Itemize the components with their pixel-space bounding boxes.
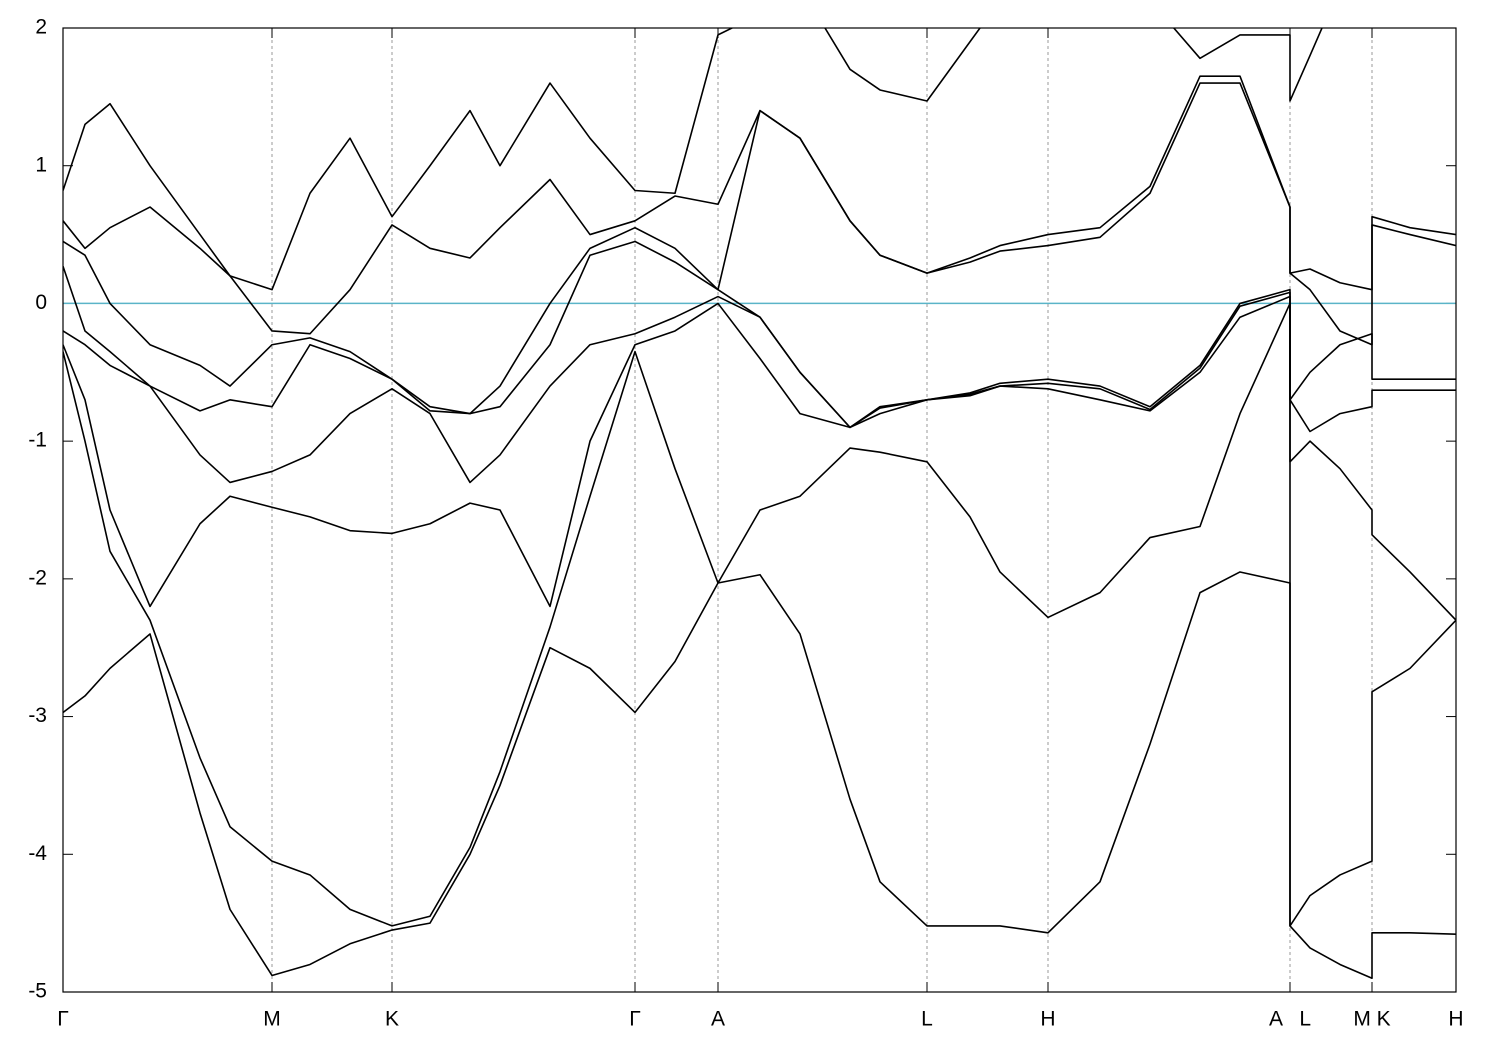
band-line <box>63 240 1456 429</box>
x-tick-label: M K <box>1353 1008 1390 1031</box>
x-tick-label: Γ <box>629 1008 641 1031</box>
plot-frame <box>62 27 1457 993</box>
x-tick-label: H <box>1448 1008 1463 1031</box>
x-tick-label: A <box>711 1008 725 1031</box>
y-tick-label: -3 <box>28 704 47 727</box>
x-tick-label: Γ <box>57 1008 69 1031</box>
y-tick-label: 0 <box>35 291 47 314</box>
band-line <box>63 302 1456 927</box>
y-tick-label: -2 <box>28 566 47 589</box>
band-line <box>63 75 1456 335</box>
x-tick-label: M <box>263 1008 281 1031</box>
y-tick-label: -4 <box>28 842 47 865</box>
x-tick-label: L <box>921 1008 933 1031</box>
y-tick-label: -5 <box>28 980 47 1003</box>
y-tick-label: -1 <box>28 429 47 452</box>
bands <box>63 28 1456 980</box>
x-tick-label: H <box>1040 1008 1055 1031</box>
x-tick-label: K <box>385 1008 399 1031</box>
band-line <box>63 28 1323 291</box>
x-tick-label: A L <box>1269 1008 1311 1031</box>
y-tick-label: 2 <box>35 16 47 39</box>
y-tick-label: 1 <box>35 153 47 176</box>
band-line <box>63 295 1456 621</box>
